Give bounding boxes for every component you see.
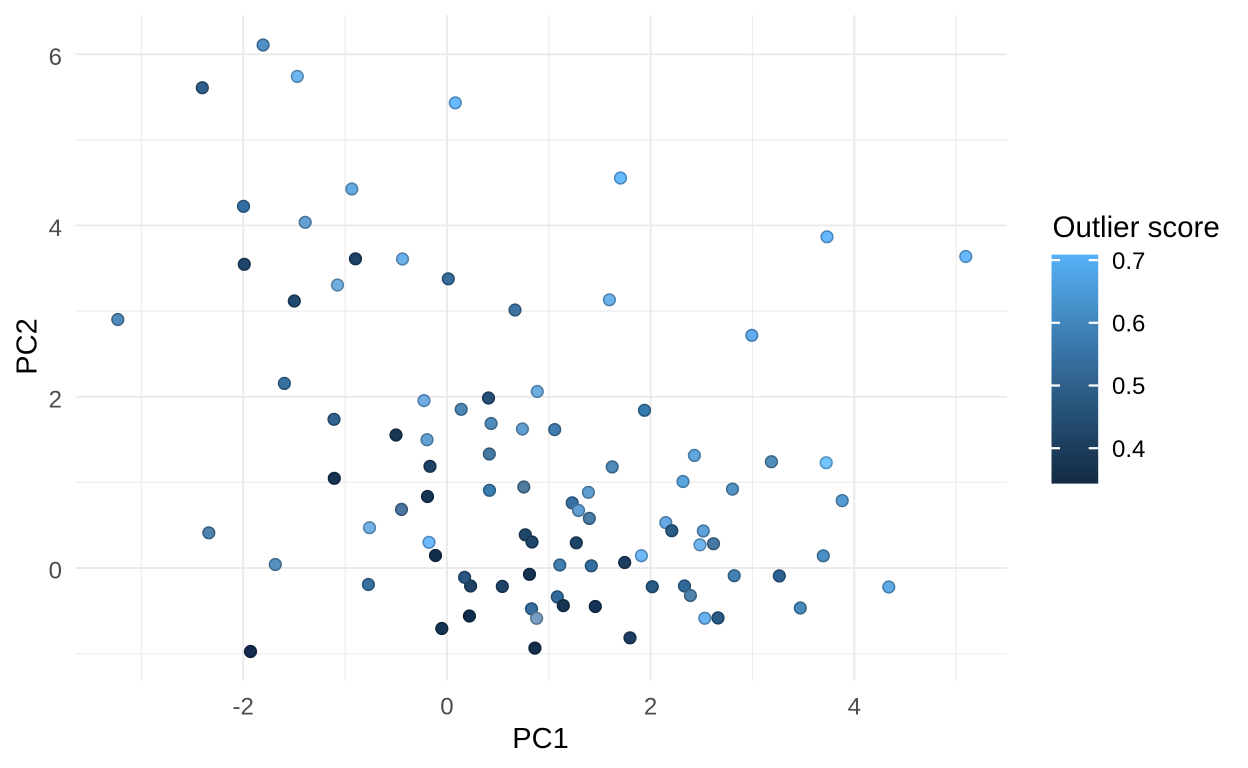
svg-text:PC2: PC2 xyxy=(12,318,44,374)
svg-text:0: 0 xyxy=(440,694,453,721)
svg-text:Outlier score: Outlier score xyxy=(1053,211,1220,244)
svg-text:0.6: 0.6 xyxy=(1112,311,1145,338)
svg-text:0: 0 xyxy=(49,558,62,585)
svg-text:0.7: 0.7 xyxy=(1112,248,1145,275)
svg-text:0.5: 0.5 xyxy=(1112,373,1145,400)
svg-text:4: 4 xyxy=(49,215,62,242)
svg-text:PC1: PC1 xyxy=(512,723,568,755)
svg-text:4: 4 xyxy=(848,694,861,721)
svg-text:2: 2 xyxy=(644,694,657,721)
svg-text:6: 6 xyxy=(49,44,62,71)
svg-text:-2: -2 xyxy=(233,694,254,721)
svg-text:2: 2 xyxy=(49,386,62,413)
svg-text:0.4: 0.4 xyxy=(1112,436,1145,463)
